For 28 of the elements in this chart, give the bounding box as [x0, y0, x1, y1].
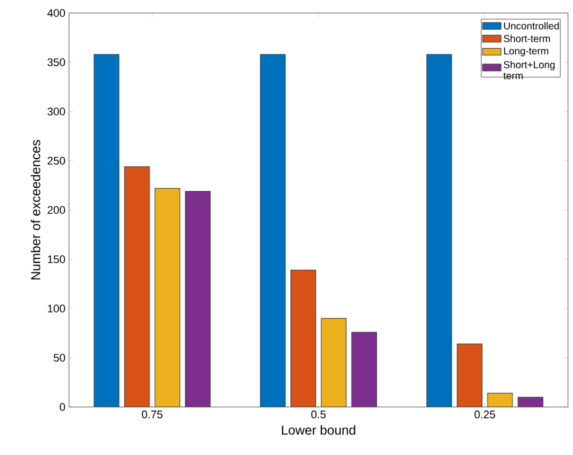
legend-label: Short-term [504, 34, 550, 42]
y-axis-title: Number of exceedences [30, 140, 40, 280]
legend-label: Long-term [504, 47, 548, 56]
y-tick-label: 200 [48, 206, 66, 214]
bar [185, 190, 211, 407]
bar [351, 332, 377, 407]
y-tick-label: 250 [48, 156, 66, 165]
bar [426, 54, 452, 407]
bar [124, 166, 150, 407]
bar [290, 270, 316, 407]
y-tick-label: 50 [54, 354, 66, 362]
y-tick-label: 150 [48, 255, 66, 264]
bar [94, 54, 120, 407]
legend-label: Uncontrolled [504, 22, 559, 30]
y-tick-label: 0 [60, 403, 66, 411]
y-tick-label: 300 [48, 108, 66, 116]
x-tick-label: 0.5 [311, 410, 326, 418]
x-tick-label: 0.25 [474, 410, 496, 418]
bar [260, 54, 286, 407]
bar [320, 318, 346, 407]
x-tick-label: 0.75 [142, 410, 162, 418]
x-axis-title: Lower bound [282, 425, 356, 435]
y-tick-label: 100 [48, 304, 66, 312]
bar [487, 392, 513, 407]
y-tick-label: 350 [48, 58, 66, 66]
bar [154, 188, 180, 407]
bar [456, 344, 482, 407]
y-tick-label: 400 [47, 9, 66, 17]
